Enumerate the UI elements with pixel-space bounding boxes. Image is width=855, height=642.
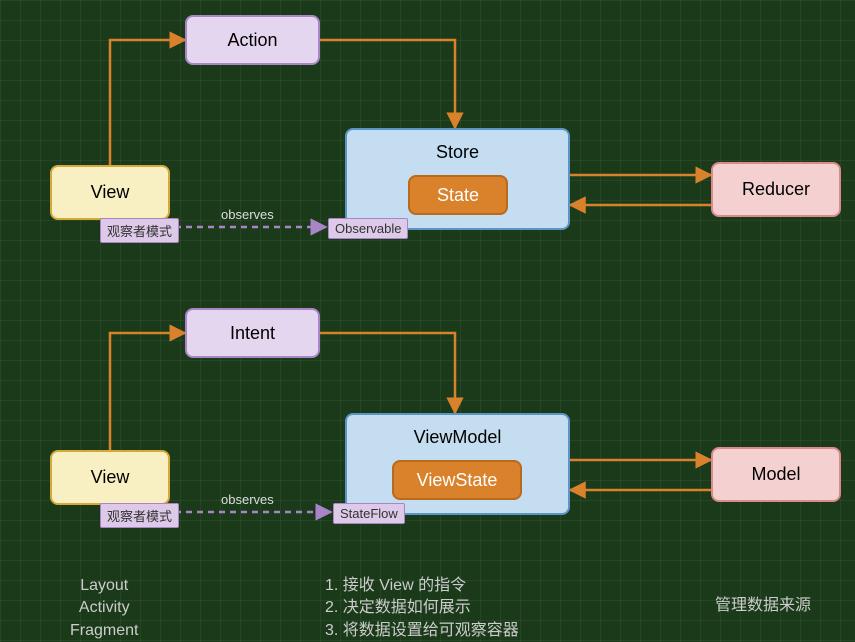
node-view-2: View [50,450,170,505]
store-label: Store [436,142,479,163]
tag-observer-1: 观察者模式 [100,218,179,243]
footer-right: 管理数据来源 [715,595,811,617]
node-view-1: View [50,165,170,220]
node-intent: Intent [185,308,320,358]
tag-observer-2: 观察者模式 [100,503,179,528]
edge-label-observes-2: observes [221,492,274,507]
node-model: Model [711,447,841,502]
footer-left: Layout Activity Fragment [70,575,138,642]
footer-center: 1. 接收 View 的指令 2. 决定数据如何展示 3. 将数据设置给可观察容… [325,575,519,642]
footer-left-2: Activity [70,597,138,619]
node-action: Action [185,15,320,65]
edge-view2-intent [110,333,185,450]
edge-action-store [320,40,455,128]
viewmodel-label: ViewModel [414,427,502,448]
tag-stateflow: StateFlow [333,503,405,524]
footer-center-2: 2. 决定数据如何展示 [325,597,519,619]
tag-observable: Observable [328,218,408,239]
footer-center-3: 3. 将数据设置给可观察容器 [325,620,519,642]
node-state: State [408,175,508,215]
node-reducer: Reducer [711,162,841,217]
footer-left-1: Layout [70,575,138,597]
edge-label-observes-1: observes [221,207,274,222]
edge-intent-vm [320,333,455,413]
edges-layer [0,0,855,638]
edge-view1-action [110,40,185,165]
footer-left-3: Fragment [70,620,138,642]
node-viewstate: ViewState [392,460,522,500]
footer-center-1: 1. 接收 View 的指令 [325,575,519,597]
